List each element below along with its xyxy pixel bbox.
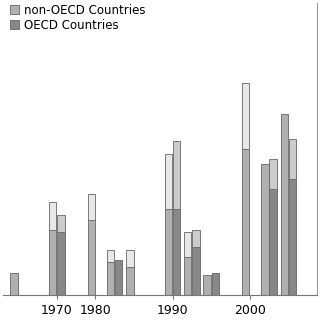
Bar	[192, 230, 200, 247]
Bar	[204, 275, 211, 295]
Bar	[11, 273, 18, 295]
Bar	[49, 202, 56, 230]
Bar	[261, 164, 268, 295]
Bar	[173, 210, 180, 295]
Bar	[269, 189, 277, 295]
Bar	[289, 139, 296, 179]
Bar	[88, 194, 95, 220]
Bar	[184, 232, 191, 257]
Bar	[289, 179, 296, 295]
Bar	[242, 84, 249, 149]
Bar	[107, 250, 114, 262]
Bar	[242, 149, 249, 295]
Bar	[165, 154, 172, 210]
Bar	[281, 114, 288, 295]
Bar	[107, 262, 114, 295]
Bar	[165, 210, 172, 295]
Bar	[184, 257, 191, 295]
Bar	[88, 220, 95, 295]
Legend: non-OECD Countries, OECD Countries: non-OECD Countries, OECD Countries	[9, 3, 147, 33]
Bar	[57, 232, 65, 295]
Bar	[192, 247, 200, 295]
Bar	[126, 268, 133, 295]
Bar	[173, 141, 180, 210]
Bar	[115, 260, 122, 295]
Bar	[212, 273, 219, 295]
Bar	[126, 250, 133, 268]
Bar	[49, 230, 56, 295]
Bar	[57, 214, 65, 232]
Bar	[269, 159, 277, 189]
